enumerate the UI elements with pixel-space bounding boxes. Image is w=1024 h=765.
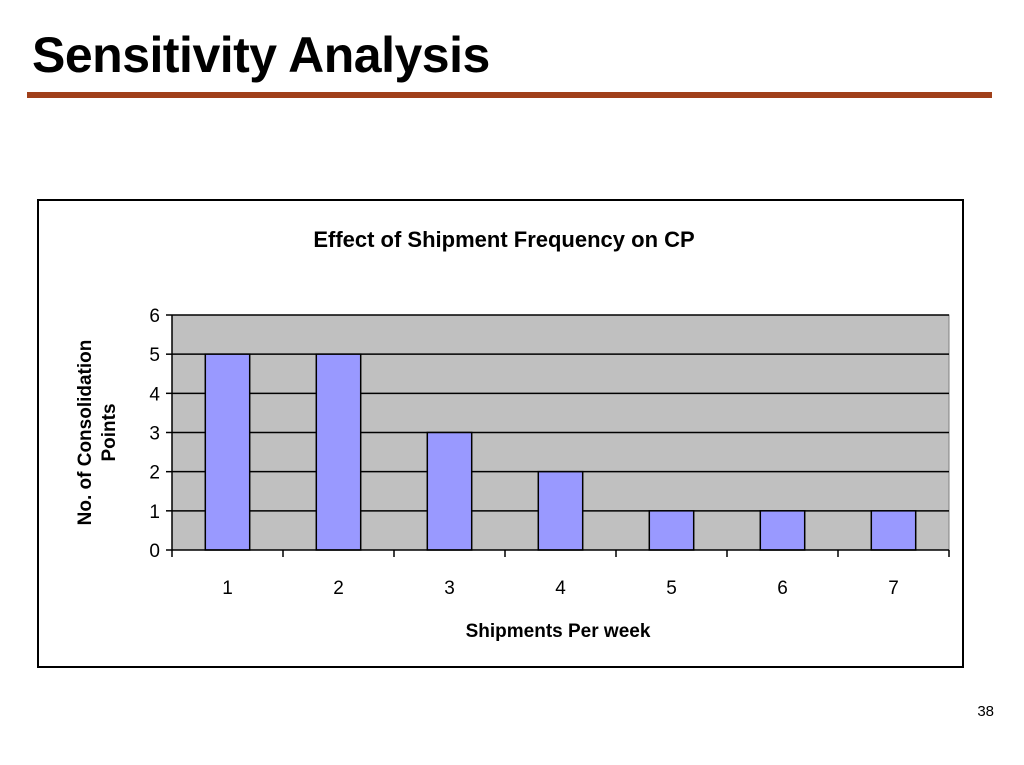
x-tick-label: 7 — [888, 578, 899, 599]
y-tick-label: 6 — [149, 306, 160, 327]
bar — [759, 510, 806, 551]
x-tick-label: 1 — [222, 578, 233, 599]
bar — [648, 510, 695, 551]
x-tick-label: 2 — [333, 578, 344, 599]
y-tick-label: 3 — [149, 424, 160, 445]
y-tick-label: 0 — [149, 541, 160, 562]
page-number: 38 — [977, 703, 994, 720]
bar — [537, 470, 584, 551]
chart-container: Effect of Shipment Frequency on CP Shipm… — [37, 199, 964, 668]
bar — [426, 431, 473, 551]
bar — [315, 353, 362, 551]
x-tick-label: 4 — [555, 578, 566, 599]
y-axis-label-line: No. of Consolidation — [75, 340, 96, 526]
bar — [204, 353, 251, 551]
x-axis-label: Shipments Per week — [466, 621, 651, 642]
plot-area: 0 1 2 3 4 5 6 1 2 3 4 5 6 7 — [149, 306, 950, 599]
slide-title: Sensitivity Analysis — [32, 27, 490, 83]
x-tick-label: 5 — [666, 578, 677, 599]
y-tick-label: 2 — [149, 463, 160, 484]
bar — [870, 510, 917, 551]
y-tick-label: 4 — [149, 384, 160, 405]
y-axis-label-line: Points — [99, 403, 120, 461]
y-tick-label: 1 — [149, 502, 160, 523]
y-axis-label: No. of Consolidation Points — [75, 340, 120, 526]
bar-chart: Effect of Shipment Frequency on CP Shipm… — [75, 227, 950, 642]
y-tick-label: 5 — [149, 345, 160, 366]
x-tick-label: 3 — [444, 578, 455, 599]
chart-title: Effect of Shipment Frequency on CP — [313, 227, 694, 252]
x-tick-label: 6 — [777, 578, 788, 599]
title-underline — [27, 92, 992, 98]
